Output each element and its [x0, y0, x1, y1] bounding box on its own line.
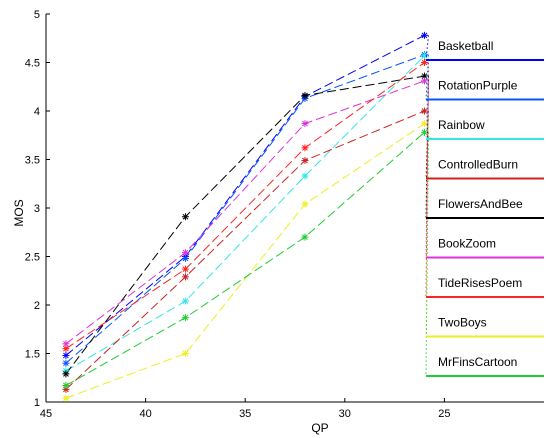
- legend-leader-lines: [425, 35, 429, 377]
- x-tick-label: 30: [339, 408, 351, 420]
- leader-line: [425, 132, 429, 377]
- legend-label: FlowersAndBee: [438, 197, 523, 211]
- data-point: [420, 31, 428, 39]
- data-point: [301, 91, 309, 99]
- leader-line: [425, 62, 429, 298]
- legend-label: MrFinsCartoon: [438, 355, 517, 369]
- data-point: [301, 144, 309, 152]
- leader-line: [425, 54, 429, 100]
- y-tick-label: 2: [34, 300, 40, 312]
- data-point: [181, 249, 189, 257]
- series-line: [65, 54, 425, 364]
- series-line: [65, 34, 425, 356]
- legend-label: ControlledBurn: [438, 158, 518, 172]
- data-point: [420, 120, 428, 128]
- y-tick-label: 4: [34, 106, 40, 118]
- legend-label: Basketball: [438, 39, 493, 53]
- data-point: [62, 351, 70, 359]
- series-line: [65, 75, 425, 375]
- x-tick-label: 25: [438, 408, 450, 420]
- series-line: [65, 80, 425, 345]
- series-line: [65, 123, 425, 399]
- data-point: [62, 359, 70, 367]
- y-tick-label: 3.5: [25, 155, 40, 167]
- data-point: [301, 172, 309, 180]
- y-axis-label: MOS: [12, 199, 26, 226]
- y-tick-label: 2.5: [25, 252, 40, 264]
- series-line: [65, 110, 425, 390]
- y-tick-label: 4.5: [25, 58, 40, 70]
- data-point: [181, 273, 189, 281]
- axes: 1 1.5 2 2.5 3 3.5 4 4.5 5 45 40 35 30 25: [25, 9, 544, 420]
- leader-line: [425, 35, 429, 61]
- legend-label: TwoBoys: [438, 316, 487, 330]
- data-point: [181, 213, 189, 221]
- data-point: [301, 200, 309, 208]
- series-line: [65, 62, 425, 350]
- data-point: [301, 156, 309, 164]
- leader-line: [425, 55, 429, 140]
- leader-line: [425, 80, 429, 258]
- legend-label: BookZoom: [438, 237, 496, 251]
- data-point: [62, 394, 70, 402]
- data-point: [301, 120, 309, 128]
- y-tick-label: 1.5: [25, 349, 40, 361]
- y-tick-label: 5: [34, 9, 40, 21]
- data-point: [420, 107, 428, 115]
- data-point: [420, 128, 428, 136]
- x-axis-label: QP: [311, 421, 328, 435]
- series-line: [65, 131, 425, 386]
- data-point: [62, 345, 70, 353]
- x-tick-label: 45: [40, 408, 52, 420]
- leader-line: [425, 110, 429, 179]
- y-tick-label: 3: [34, 203, 40, 215]
- data-point: [301, 233, 309, 241]
- series-lines: [65, 34, 425, 399]
- legend-label: RotationPurple: [438, 79, 518, 93]
- series-markers: [62, 31, 428, 402]
- y-tick-label: 1: [34, 397, 40, 409]
- data-point: [181, 350, 189, 357]
- legend-label: Rainbow: [438, 118, 485, 132]
- data-point: [181, 297, 189, 305]
- data-point: [420, 77, 428, 85]
- legend: Basketball RotationPurple Rainbow Controlle…: [426, 39, 544, 377]
- data-point: [181, 265, 189, 273]
- x-tick-label: 35: [239, 408, 251, 420]
- data-point: [62, 370, 70, 378]
- legend-label: TideRisesPoem: [438, 276, 522, 290]
- data-point: [181, 254, 189, 262]
- data-point: [62, 382, 70, 390]
- data-point: [181, 314, 189, 322]
- series-line: [65, 55, 425, 372]
- x-tick-label: 40: [139, 408, 151, 420]
